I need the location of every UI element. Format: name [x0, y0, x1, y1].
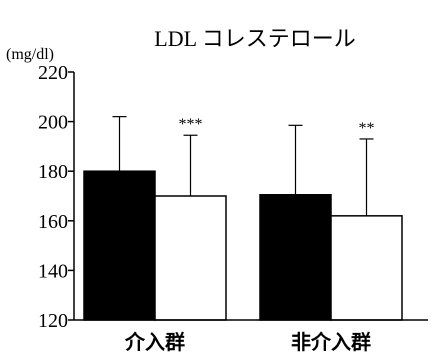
- error-bars-group: [112, 116, 374, 216]
- y-tick-label-3: 180: [38, 161, 68, 183]
- labels-group: *** 介入群 ** 非介入群 120 140 160 180 200 220: [38, 62, 375, 354]
- y-tick-label-4: 200: [38, 112, 68, 134]
- y-tick-label-0: 120: [38, 310, 68, 332]
- y-tick-label-2: 160: [38, 211, 68, 233]
- y-tick-label-5: 220: [38, 62, 68, 84]
- bar-0-1: [154, 195, 227, 321]
- significance-marker-0-1: ***: [179, 116, 203, 133]
- bar-1-0: [259, 194, 332, 321]
- bars-group: [83, 170, 403, 321]
- bar-0-0: [83, 170, 156, 321]
- y-unit-label: (mg/dl): [6, 46, 54, 63]
- bar-1-1: [330, 215, 403, 321]
- category-label-0: 介入群: [124, 330, 185, 354]
- category-label-1: 非介入群: [291, 330, 371, 354]
- axes-group: [68, 71, 428, 321]
- chart-title: LDL コレステロール: [154, 26, 355, 51]
- y-tick-label-1: 140: [38, 260, 68, 282]
- significance-marker-1-1: **: [359, 120, 375, 137]
